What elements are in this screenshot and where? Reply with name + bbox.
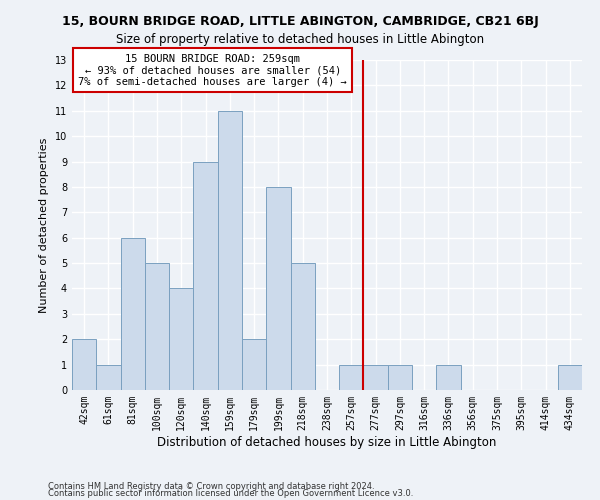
- X-axis label: Distribution of detached houses by size in Little Abington: Distribution of detached houses by size …: [157, 436, 497, 448]
- Text: 15 BOURN BRIDGE ROAD: 259sqm
← 93% of detached houses are smaller (54)
7% of sem: 15 BOURN BRIDGE ROAD: 259sqm ← 93% of de…: [79, 54, 347, 87]
- Text: Contains public sector information licensed under the Open Government Licence v3: Contains public sector information licen…: [48, 489, 413, 498]
- Bar: [558, 364, 582, 390]
- Text: Size of property relative to detached houses in Little Abington: Size of property relative to detached ho…: [116, 32, 484, 46]
- Bar: [339, 364, 364, 390]
- Bar: [242, 339, 266, 390]
- Bar: [72, 339, 96, 390]
- Bar: [388, 364, 412, 390]
- Bar: [169, 288, 193, 390]
- Text: Contains HM Land Registry data © Crown copyright and database right 2024.: Contains HM Land Registry data © Crown c…: [48, 482, 374, 491]
- Bar: [436, 364, 461, 390]
- Bar: [193, 162, 218, 390]
- Bar: [290, 263, 315, 390]
- Bar: [96, 364, 121, 390]
- Bar: [218, 111, 242, 390]
- Text: 15, BOURN BRIDGE ROAD, LITTLE ABINGTON, CAMBRIDGE, CB21 6BJ: 15, BOURN BRIDGE ROAD, LITTLE ABINGTON, …: [62, 15, 538, 28]
- Bar: [121, 238, 145, 390]
- Bar: [145, 263, 169, 390]
- Bar: [266, 187, 290, 390]
- Bar: [364, 364, 388, 390]
- Y-axis label: Number of detached properties: Number of detached properties: [39, 138, 49, 312]
